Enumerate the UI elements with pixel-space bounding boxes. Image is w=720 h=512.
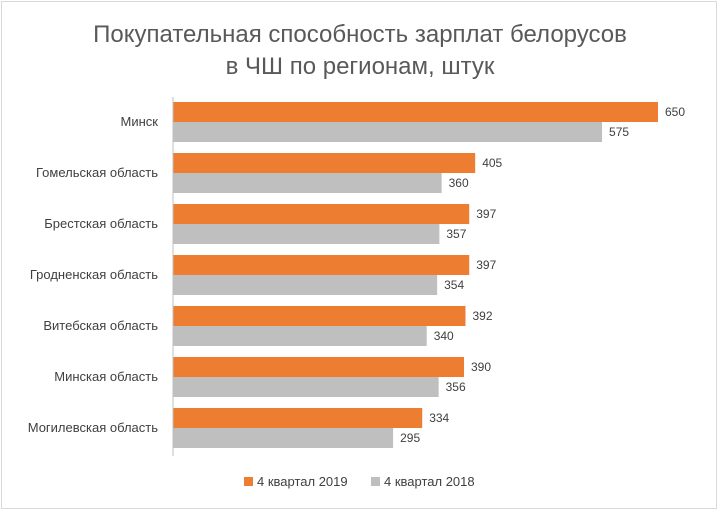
- data-label: 356: [446, 380, 466, 394]
- category-label: Могилевская область: [28, 420, 159, 435]
- legend-item-q4-2019: 4 квартал 2019: [244, 474, 348, 489]
- data-label: 650: [665, 105, 685, 119]
- bar-q4-2018: [173, 428, 394, 448]
- legend-label: 4 квартал 2018: [384, 474, 475, 489]
- data-label: 397: [476, 207, 496, 221]
- bar-q4-2019: [173, 204, 470, 224]
- category-label: Брестская область: [44, 216, 158, 231]
- bar-q4-2018: [173, 326, 427, 346]
- bar-q4-2018: [173, 224, 440, 244]
- bar-q4-2019: [173, 306, 466, 326]
- data-label: 405: [482, 156, 502, 170]
- bar-q4-2019: [173, 357, 464, 377]
- category-label: Гродненская область: [30, 267, 158, 282]
- labels-layer: Минск 650 575 Гомельская область 405 360 Брест…: [28, 105, 686, 445]
- category-label: Витебская область: [43, 318, 158, 333]
- legend-swatch: [371, 477, 380, 486]
- data-label: 295: [400, 431, 420, 445]
- chart-title-line-2: в ЧШ по регионам, штук: [226, 53, 495, 80]
- data-label: 392: [472, 309, 492, 323]
- bar-q4-2019: [173, 255, 470, 275]
- legend: 4 квартал 2019 4 квартал 2018: [244, 474, 475, 489]
- bar-q4-2018: [173, 173, 442, 193]
- category-label: Минск: [121, 114, 159, 129]
- legend-swatch: [244, 477, 253, 486]
- data-label: 354: [444, 278, 464, 292]
- category-label: Гомельская область: [36, 165, 158, 180]
- bar-q4-2018: [173, 275, 438, 295]
- bar-q4-2019: [173, 102, 658, 122]
- category-label: Минская область: [54, 369, 158, 384]
- bars-layer: [173, 102, 658, 448]
- bar-q4-2018: [173, 122, 603, 142]
- bar-q4-2018: [173, 377, 439, 397]
- legend-item-q4-2018: 4 квартал 2018: [371, 474, 475, 489]
- bar-q4-2019: [173, 153, 476, 173]
- data-label: 357: [446, 227, 466, 241]
- bar-q4-2019: [173, 408, 423, 428]
- data-label: 340: [434, 329, 454, 343]
- chart-title-line-1: Покупательная способность зарплат белору…: [93, 21, 627, 48]
- data-label: 390: [471, 360, 491, 374]
- data-label: 334: [429, 411, 449, 425]
- legend-label: 4 квартал 2019: [257, 474, 348, 489]
- data-label: 360: [449, 176, 469, 190]
- data-label: 575: [609, 125, 629, 139]
- chart-title: Покупательная способность зарплат белору…: [93, 21, 627, 80]
- data-label: 397: [476, 258, 496, 272]
